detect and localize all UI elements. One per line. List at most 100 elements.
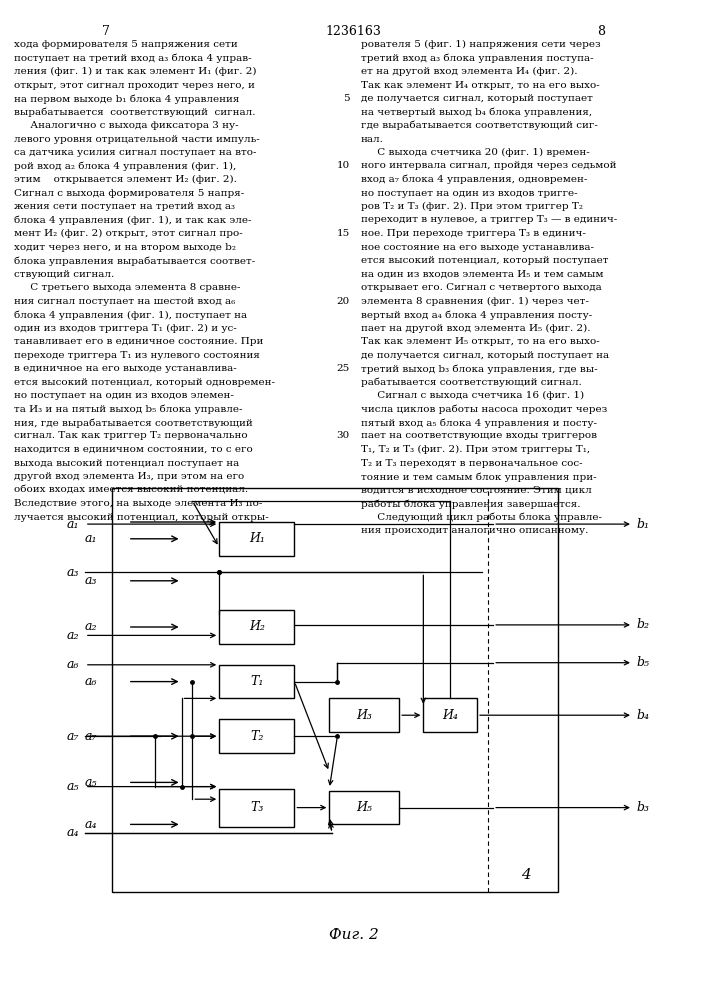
Text: та И₃ и на пятый выход b₅ блока управле-: та И₃ и на пятый выход b₅ блока управле- [14,405,243,414]
Text: нал.: нал. [361,135,383,144]
Text: ет на другой вход элемента И₄ (фиг. 2).: ет на другой вход элемента И₄ (фиг. 2). [361,67,577,76]
Text: a₁: a₁ [85,532,98,545]
Text: пает на соответствующие входы триггеров: пает на соответствующие входы триггеров [361,432,597,440]
Text: пает на другой вход элемента И₅ (фиг. 2).: пает на другой вход элемента И₅ (фиг. 2)… [361,324,590,333]
Text: ное состояние на его выходе устанавлива-: ное состояние на его выходе устанавлива- [361,242,594,251]
Text: вырабатывается  соответствующий  сигнал.: вырабатывается соответствующий сигнал. [14,107,256,117]
Text: a₂: a₂ [67,629,79,642]
Bar [423,698,477,732]
Text: ствующий сигнал.: ствующий сигнал. [14,270,115,279]
Text: но поступает на один из входов элемен-: но поступает на один из входов элемен- [14,391,234,400]
Text: 25: 25 [337,364,350,373]
Text: открывает его. Сигнал с четвертого выхода: открывает его. Сигнал с четвертого выход… [361,283,602,292]
Text: на четвертый выход b₄ блока управления,: на четвертый выход b₄ блока управления, [361,107,592,117]
Bar [219,522,294,556]
Text: рабатывается соответствующий сигнал.: рабатывается соответствующий сигнал. [361,378,581,387]
Text: b₃: b₃ [636,801,650,814]
Text: мент И₂ (фиг. 2) открыт, этот сигнал про-: мент И₂ (фиг. 2) открыт, этот сигнал про… [14,229,243,238]
Text: Т₂: Т₂ [250,730,264,743]
Text: открыт, этот сигнал проходит через него, и: открыт, этот сигнал проходит через него,… [14,81,255,90]
Text: элемента 8 сравнения (фиг. 1) через чет-: элемента 8 сравнения (фиг. 1) через чет- [361,296,588,306]
Text: работы блока управления завершается.: работы блока управления завершается. [361,499,580,509]
Text: танавливает его в единичное состояние. При: танавливает его в единичное состояние. П… [14,337,264,346]
Text: 30: 30 [337,432,350,440]
Text: Сигнал с выхода формирователя 5 напря-: Сигнал с выхода формирователя 5 напря- [14,188,245,198]
Text: b₅: b₅ [636,656,650,669]
Text: этим    открывается элемент И₂ (фиг. 2).: этим открывается элемент И₂ (фиг. 2). [14,175,237,184]
Text: рой вход a₂ блока 4 управления (фиг. 1),: рой вход a₂ блока 4 управления (фиг. 1), [14,161,236,171]
Text: И₄: И₄ [443,709,458,722]
Text: Т₁: Т₁ [250,675,264,688]
Text: a₃: a₃ [67,566,79,579]
Bar [219,719,294,753]
Text: переходе триггера Т₁ из нулевого состояния: переходе триггера Т₁ из нулевого состоян… [14,351,260,360]
Bar [219,610,294,644]
Text: ния, где вырабатывается соответствующий: ния, где вырабатывается соответствующий [14,418,253,428]
Text: 1236163: 1236163 [325,25,382,38]
Text: a₃: a₃ [85,574,98,587]
Text: третий вход a₃ блока управления поступа-: третий вход a₃ блока управления поступа- [361,53,593,63]
Text: пятый вход a₅ блока 4 управления и посту-: пятый вход a₅ блока 4 управления и посту… [361,418,597,428]
Text: блока 4 управления (фиг. 1), поступает на: блока 4 управления (фиг. 1), поступает н… [14,310,247,320]
Text: a₄: a₄ [67,826,79,839]
Text: Аналогично с выхода фиксатора 3 ну-: Аналогично с выхода фиксатора 3 ну- [14,121,239,130]
Text: жения сети поступает на третий вход a₃: жения сети поступает на третий вход a₃ [14,202,235,211]
Bar [329,791,399,824]
Text: ления (фиг. 1) и так как элемент И₁ (фиг. 2): ления (фиг. 1) и так как элемент И₁ (фиг… [14,67,257,76]
Text: 5: 5 [344,94,350,103]
Text: один из входов триггера Т₁ (фиг. 2) и ус-: один из входов триггера Т₁ (фиг. 2) и ус… [14,324,237,333]
Text: ется высокий потенциал, который одновремен-: ется высокий потенциал, который одноврем… [14,378,275,387]
Text: И₂: И₂ [249,620,264,634]
Text: лучается высокий потенциал, который откры-: лучается высокий потенциал, который откр… [14,512,269,522]
Text: ется высокий потенциал, который поступает: ется высокий потенциал, который поступае… [361,256,608,265]
Text: хода формирователя 5 напряжения сети: хода формирователя 5 напряжения сети [14,40,238,49]
Text: 4: 4 [520,868,530,882]
Text: Т₃: Т₃ [250,801,264,814]
Text: вертый вход a₄ блока 4 управления посту-: вертый вход a₄ блока 4 управления посту- [361,310,592,320]
Text: a₁: a₁ [67,518,79,531]
Text: де получается сигнал, который поступает: де получается сигнал, который поступает [361,94,592,103]
Text: a₇: a₇ [67,730,79,743]
Text: третий выход b₃ блока управления, где вы-: третий выход b₃ блока управления, где вы… [361,364,597,374]
Text: 15: 15 [337,229,350,238]
Text: на первом выходе b₁ блока 4 управления: на первом выходе b₁ блока 4 управления [14,94,240,104]
Text: где вырабатывается соответствующий сиг-: где вырабатывается соответствующий сиг- [361,121,597,130]
Text: в единичное на его выходе устанавлива-: в единичное на его выходе устанавлива- [14,364,237,373]
Text: рователя 5 (фиг. 1) напряжения сети через: рователя 5 (фиг. 1) напряжения сети чере… [361,40,600,49]
Text: числа циклов работы насоса проходит через: числа циклов работы насоса проходит чере… [361,405,607,414]
Text: С выхода счетчика 20 (фиг. 1) времен-: С выхода счетчика 20 (фиг. 1) времен- [361,148,590,157]
Bar [219,665,294,698]
Text: ного интервала сигнал, пройдя через седьмой: ного интервала сигнал, пройдя через седь… [361,161,616,170]
Text: блока управления вырабатывается соответ-: блока управления вырабатывается соответ- [14,256,255,265]
Text: b₁: b₁ [636,518,650,531]
Text: Так как элемент И₅ открыт, то на его выхо-: Так как элемент И₅ открыт, то на его вых… [361,337,600,346]
Text: са датчика усилия сигнал поступает на вто-: са датчика усилия сигнал поступает на вт… [14,148,257,157]
Text: де получается сигнал, который поступает на: де получается сигнал, который поступает … [361,351,609,360]
Text: С третьего выхода элемента 8 сравне-: С третьего выхода элемента 8 сравне- [14,283,240,292]
Bar [219,789,294,826]
Text: a₄: a₄ [85,818,98,831]
Text: выхода высокий потенциал поступает на: выхода высокий потенциал поступает на [14,458,240,468]
Text: другой вход элемента И₃, при этом на его: другой вход элемента И₃, при этом на его [14,472,245,481]
Text: Т₁, Т₂ и Т₃ (фиг. 2). При этом триггеры Т₁,: Т₁, Т₂ и Т₃ (фиг. 2). При этом триггеры … [361,445,590,454]
Text: сигнал. Так как триггер Т₂ первоначально: сигнал. Так как триггер Т₂ первоначально [14,432,247,440]
Text: тояние и тем самым блок управления при-: тояние и тем самым блок управления при- [361,472,596,482]
Text: b₂: b₂ [636,618,650,631]
Text: a₆: a₆ [67,658,79,671]
Text: водится в исходное состояние. Этим цикл: водится в исходное состояние. Этим цикл [361,486,591,494]
Text: a₅: a₅ [85,776,98,789]
Text: a₆: a₆ [85,675,98,688]
Text: ров Т₂ и Т₃ (фиг. 2). При этом триггер Т₂: ров Т₂ и Т₃ (фиг. 2). При этом триггер Т… [361,202,583,211]
Text: левого уровня отрицательной части импуль-: левого уровня отрицательной части импуль… [14,135,260,144]
Text: 8: 8 [597,25,605,38]
Text: a₇: a₇ [85,730,98,743]
Text: Сигнал с выхода счетчика 16 (фиг. 1): Сигнал с выхода счетчика 16 (фиг. 1) [361,391,584,400]
Text: вход a₇ блока 4 управления, одновремен-: вход a₇ блока 4 управления, одновремен- [361,175,587,184]
Text: a₂: a₂ [85,620,98,634]
Text: И₁: И₁ [249,532,264,545]
Text: блока 4 управления (фиг. 1), и так как эле-: блока 4 управления (фиг. 1), и так как э… [14,216,252,225]
Text: a₅: a₅ [67,780,79,793]
Text: переходит в нулевое, а триггер Т₃ — в единич-: переходит в нулевое, а триггер Т₃ — в ед… [361,216,617,225]
Text: 10: 10 [337,161,350,170]
Bar [329,698,399,732]
